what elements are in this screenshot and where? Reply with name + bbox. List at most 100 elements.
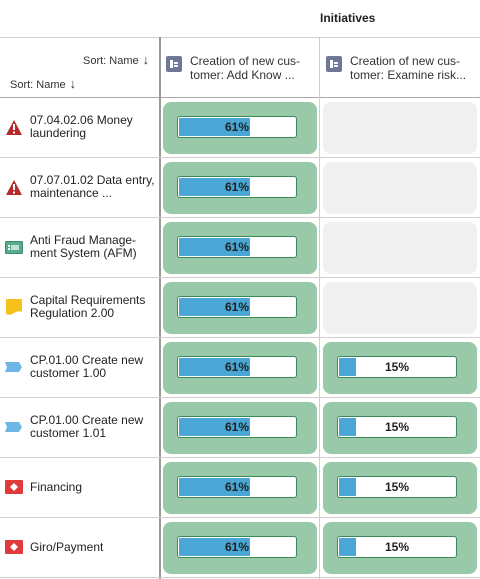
progress-percent-label: 61% bbox=[224, 240, 250, 254]
progress-bar-fill bbox=[179, 538, 250, 556]
product-icon bbox=[4, 537, 24, 557]
product-icon bbox=[4, 477, 24, 497]
row-header-1[interactable]: 07.04.02.06 Money laundering bbox=[4, 102, 158, 152]
progress-bar-fill bbox=[339, 538, 357, 556]
row-header-label: Giro/Payment bbox=[30, 539, 104, 554]
column-header-2[interactable]: Creation of new cus-tomer: Examine risk.… bbox=[326, 54, 475, 90]
row-header-divider bbox=[159, 37, 161, 579]
row-header-label: CP.01.00 Create new customer 1.01 bbox=[30, 413, 144, 440]
process-icon bbox=[4, 357, 24, 377]
progress-bar-fill bbox=[339, 478, 357, 496]
row-header-5[interactable]: CP.01.00 Create new customer 1.00 bbox=[4, 342, 158, 392]
row-sort-label: Sort: Name bbox=[10, 79, 66, 91]
progress-bar-fill bbox=[179, 478, 250, 496]
row-header-7[interactable]: Financing bbox=[4, 462, 158, 512]
header-divider bbox=[0, 37, 480, 38]
row-divider bbox=[0, 157, 480, 158]
warning-triangle-icon bbox=[4, 177, 24, 197]
progress-bar: 15% bbox=[337, 536, 457, 558]
progress-bar: 61% bbox=[177, 536, 297, 558]
progress-cell[interactable]: 61% bbox=[163, 522, 317, 574]
progress-bar-fill bbox=[179, 118, 250, 136]
progress-bar-fill bbox=[339, 418, 357, 436]
column-header-label: Creation of new cus-tomer: Examine risk.… bbox=[350, 54, 467, 82]
progress-percent-label: 61% bbox=[224, 480, 250, 494]
initiative-icon bbox=[326, 56, 342, 72]
progress-percent-label: 61% bbox=[224, 120, 250, 134]
progress-bar-fill bbox=[179, 358, 250, 376]
progress-cell[interactable]: 61% bbox=[163, 462, 317, 514]
progress-percent-label: 61% bbox=[224, 180, 250, 194]
progress-percent-label: 15% bbox=[384, 480, 410, 494]
progress-cell[interactable]: 61% bbox=[163, 402, 317, 454]
row-divider bbox=[0, 217, 480, 218]
progress-cell[interactable]: 15% bbox=[323, 342, 477, 394]
regulation-icon bbox=[4, 297, 24, 317]
initiatives-title: Initiatives bbox=[320, 11, 376, 25]
row-header-label: Financing bbox=[30, 479, 83, 494]
row-divider bbox=[0, 457, 480, 458]
initiative-icon bbox=[166, 56, 182, 72]
row-header-label: Anti Fraud Manage-ment System (AFM) bbox=[30, 233, 137, 260]
progress-percent-label: 15% bbox=[384, 360, 410, 374]
progress-percent-label: 15% bbox=[384, 420, 410, 434]
column-divider bbox=[319, 37, 320, 579]
progress-cell[interactable]: 15% bbox=[323, 402, 477, 454]
row-header-label: 07.07.01.02 Data entry, maintenance ... bbox=[30, 173, 155, 200]
row-divider bbox=[0, 517, 480, 518]
row-header-8[interactable]: Giro/Payment bbox=[4, 522, 158, 572]
progress-bar-fill bbox=[179, 238, 250, 256]
progress-bar: 61% bbox=[177, 476, 297, 498]
sort-down-arrow-icon: ↓ bbox=[69, 76, 77, 91]
row-header-label: CP.01.00 Create new customer 1.00 bbox=[30, 353, 144, 380]
column-header-1[interactable]: Creation of new cus-tomer: Add Know ... bbox=[166, 54, 315, 90]
row-header-6[interactable]: CP.01.00 Create new customer 1.01 bbox=[4, 402, 158, 452]
header-bottom-divider bbox=[0, 97, 480, 98]
warning-triangle-icon bbox=[4, 117, 24, 137]
progress-cell[interactable]: 15% bbox=[323, 522, 477, 574]
progress-percent-label: 15% bbox=[384, 540, 410, 554]
progress-cell[interactable]: 61% bbox=[163, 222, 317, 274]
progress-bar: 15% bbox=[337, 356, 457, 378]
progress-bar-fill bbox=[179, 178, 250, 196]
row-divider bbox=[0, 397, 480, 398]
application-icon bbox=[4, 237, 24, 257]
progress-bar-fill bbox=[339, 358, 357, 376]
progress-bar: 61% bbox=[177, 236, 297, 258]
row-header-4[interactable]: Capital Requirements Regulation 2.00 bbox=[4, 282, 158, 332]
progress-bar: 61% bbox=[177, 416, 297, 438]
column-sort-control[interactable]: Sort: Name ↓ bbox=[83, 52, 149, 67]
row-divider bbox=[0, 577, 480, 578]
progress-cell[interactable]: 61% bbox=[163, 102, 317, 154]
column-sort-label: Sort: Name bbox=[83, 55, 139, 67]
progress-bar: 15% bbox=[337, 476, 457, 498]
progress-bar: 61% bbox=[177, 116, 297, 138]
row-header-label: 07.04.02.06 Money laundering bbox=[30, 113, 133, 140]
empty-cell bbox=[323, 222, 477, 274]
progress-bar-fill bbox=[179, 418, 250, 436]
row-divider bbox=[0, 337, 480, 338]
row-sort-control[interactable]: Sort: Name ↓ bbox=[10, 76, 76, 91]
progress-bar: 61% bbox=[177, 356, 297, 378]
row-header-label: Capital Requirements Regulation 2.00 bbox=[30, 293, 146, 320]
row-header-2[interactable]: 07.07.01.02 Data entry, maintenance ... bbox=[4, 162, 158, 212]
progress-bar: 61% bbox=[177, 176, 297, 198]
progress-bar: 61% bbox=[177, 296, 297, 318]
progress-cell[interactable]: 61% bbox=[163, 342, 317, 394]
progress-bar-fill bbox=[179, 298, 250, 316]
process-icon bbox=[4, 417, 24, 437]
progress-percent-label: 61% bbox=[224, 420, 250, 434]
progress-percent-label: 61% bbox=[224, 540, 250, 554]
sort-down-arrow-icon: ↓ bbox=[142, 52, 150, 67]
row-divider bbox=[0, 277, 480, 278]
empty-cell bbox=[323, 162, 477, 214]
empty-cell bbox=[323, 282, 477, 334]
progress-cell[interactable]: 15% bbox=[323, 462, 477, 514]
progress-cell[interactable]: 61% bbox=[163, 282, 317, 334]
progress-bar: 15% bbox=[337, 416, 457, 438]
progress-cell[interactable]: 61% bbox=[163, 162, 317, 214]
empty-cell bbox=[323, 102, 477, 154]
progress-percent-label: 61% bbox=[224, 360, 250, 374]
row-header-3[interactable]: Anti Fraud Manage-ment System (AFM) bbox=[4, 222, 158, 272]
column-header-label: Creation of new cus-tomer: Add Know ... bbox=[190, 54, 301, 82]
